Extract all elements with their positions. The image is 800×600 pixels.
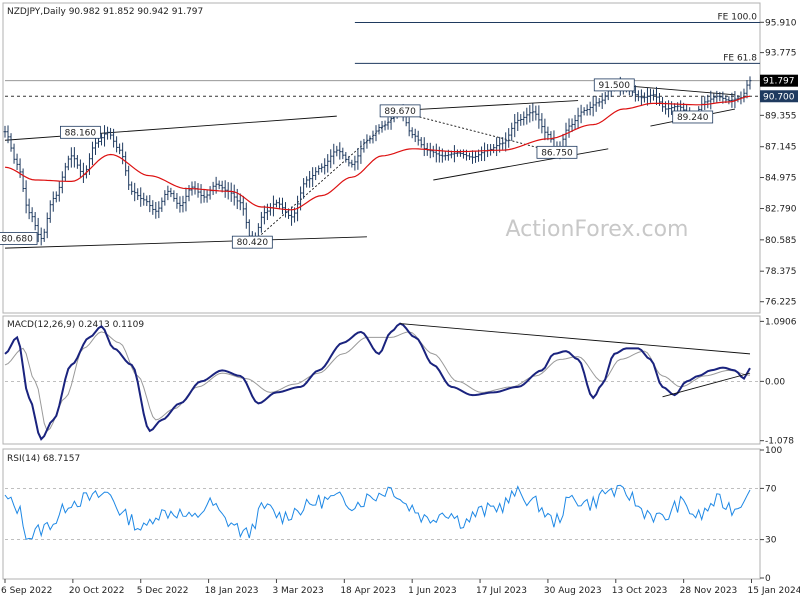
price-axis-label: 87.145 xyxy=(765,143,797,153)
x-axis-label: 15 Jan 2024 xyxy=(748,586,800,596)
price-axis-label: 95.910 xyxy=(765,18,797,28)
price-axis-label: 84.975 xyxy=(765,174,797,184)
macd-line xyxy=(4,322,751,441)
macd-panel-frame xyxy=(2,315,761,445)
trend-line xyxy=(4,236,367,249)
price-annotation-label: 88.160 xyxy=(65,128,97,138)
rsi-axis-label: 30 xyxy=(765,536,777,546)
x-axis-label: 13 Oct 2023 xyxy=(612,586,668,596)
price-annotation-box xyxy=(379,104,421,118)
macd-layer xyxy=(4,322,760,441)
x-axis-label: 5 Dec 2022 xyxy=(137,586,189,596)
x-axis-label: 18 Apr 2023 xyxy=(340,586,396,596)
last-price-box xyxy=(760,74,798,87)
macd-trend-line xyxy=(400,323,751,355)
price-annotation-box xyxy=(536,145,578,159)
rsi-panel-frame xyxy=(2,448,761,580)
macd-axis-label: 0.00 xyxy=(765,377,785,387)
price-panel-header: NZDJPY,Daily 90.982 91.852 90.942 91.797 xyxy=(7,7,203,17)
rsi-line xyxy=(4,484,751,540)
price-annotation-label: 80.680 xyxy=(1,234,33,244)
price-axis-label: 78.375 xyxy=(765,267,797,277)
price-annotation-label: 89.240 xyxy=(677,113,709,123)
trend-line xyxy=(252,111,401,243)
rsi-axis-label: 100 xyxy=(765,446,782,456)
price-annotation-label: 80.420 xyxy=(237,238,269,248)
watermark: ActionForex.com xyxy=(506,217,689,242)
rsi-axis-label: 0 xyxy=(765,574,771,584)
x-axis-label: 20 Oct 2022 xyxy=(69,586,125,596)
price-axis-label: 76.225 xyxy=(765,298,797,308)
price-annotation-box xyxy=(60,125,101,139)
trend-line xyxy=(400,111,549,151)
macd-signal-line xyxy=(4,331,751,432)
x-axis-label: 3 Mar 2023 xyxy=(272,586,323,596)
x-axis-label: 6 Sep 2022 xyxy=(1,586,52,596)
rsi-axis-label: 70 xyxy=(765,484,777,494)
level-box xyxy=(760,90,798,103)
price-axis-label: 80.585 xyxy=(765,236,797,246)
price-layer: FE 100.0 FE 61.8 88.160 80.680 80.420 89.670 8… xyxy=(0,12,760,249)
x-axis-label: 18 Jan 2023 xyxy=(205,586,259,596)
x-axis-label: 17 Jul 2023 xyxy=(476,586,527,596)
macd-trend-line xyxy=(662,372,751,398)
macd-axis-label: -1.078 xyxy=(765,437,794,447)
fib-level-label: FE 100.0 xyxy=(718,12,758,22)
rsi-layer xyxy=(4,484,760,540)
price-annotation-box xyxy=(0,232,38,245)
level-label: 90.700 xyxy=(763,92,795,102)
price-axis-label: 93.775 xyxy=(765,49,797,59)
price-axis-label: 82.790 xyxy=(765,205,797,215)
last-price-label: 91.797 xyxy=(763,77,795,87)
price-annotation-box xyxy=(231,235,273,249)
trend-line xyxy=(433,148,609,181)
rsi-panel-header: RSI(14) 68.7157 xyxy=(7,454,80,464)
moving-average-line xyxy=(4,95,751,211)
price-axis-label: 89.355 xyxy=(765,111,797,121)
trend-line xyxy=(400,100,579,111)
price-annotation-label: 86.750 xyxy=(541,148,573,158)
x-axis-label: 1 Jun 2023 xyxy=(408,586,456,596)
price-annotation-label: 89.670 xyxy=(384,107,416,117)
macd-axis-label: 1.0906 xyxy=(765,317,797,327)
price-panel-frame xyxy=(2,2,761,314)
x-axis-label: 28 Nov 2023 xyxy=(680,586,738,596)
macd-panel-header: MACD(12,26,9) 0.2413 0.1109 xyxy=(7,320,144,330)
price-annotation-box xyxy=(593,78,635,92)
price-annotation-label: 91.500 xyxy=(599,81,631,91)
x-axis-label: 30 Aug 2023 xyxy=(544,586,602,596)
axis-layer: 95.91093.77591.64089.35587.14584.97582.7… xyxy=(1,18,800,596)
fib-level-label: FE 61.8 xyxy=(723,53,757,63)
price-annotation-box xyxy=(672,110,714,124)
